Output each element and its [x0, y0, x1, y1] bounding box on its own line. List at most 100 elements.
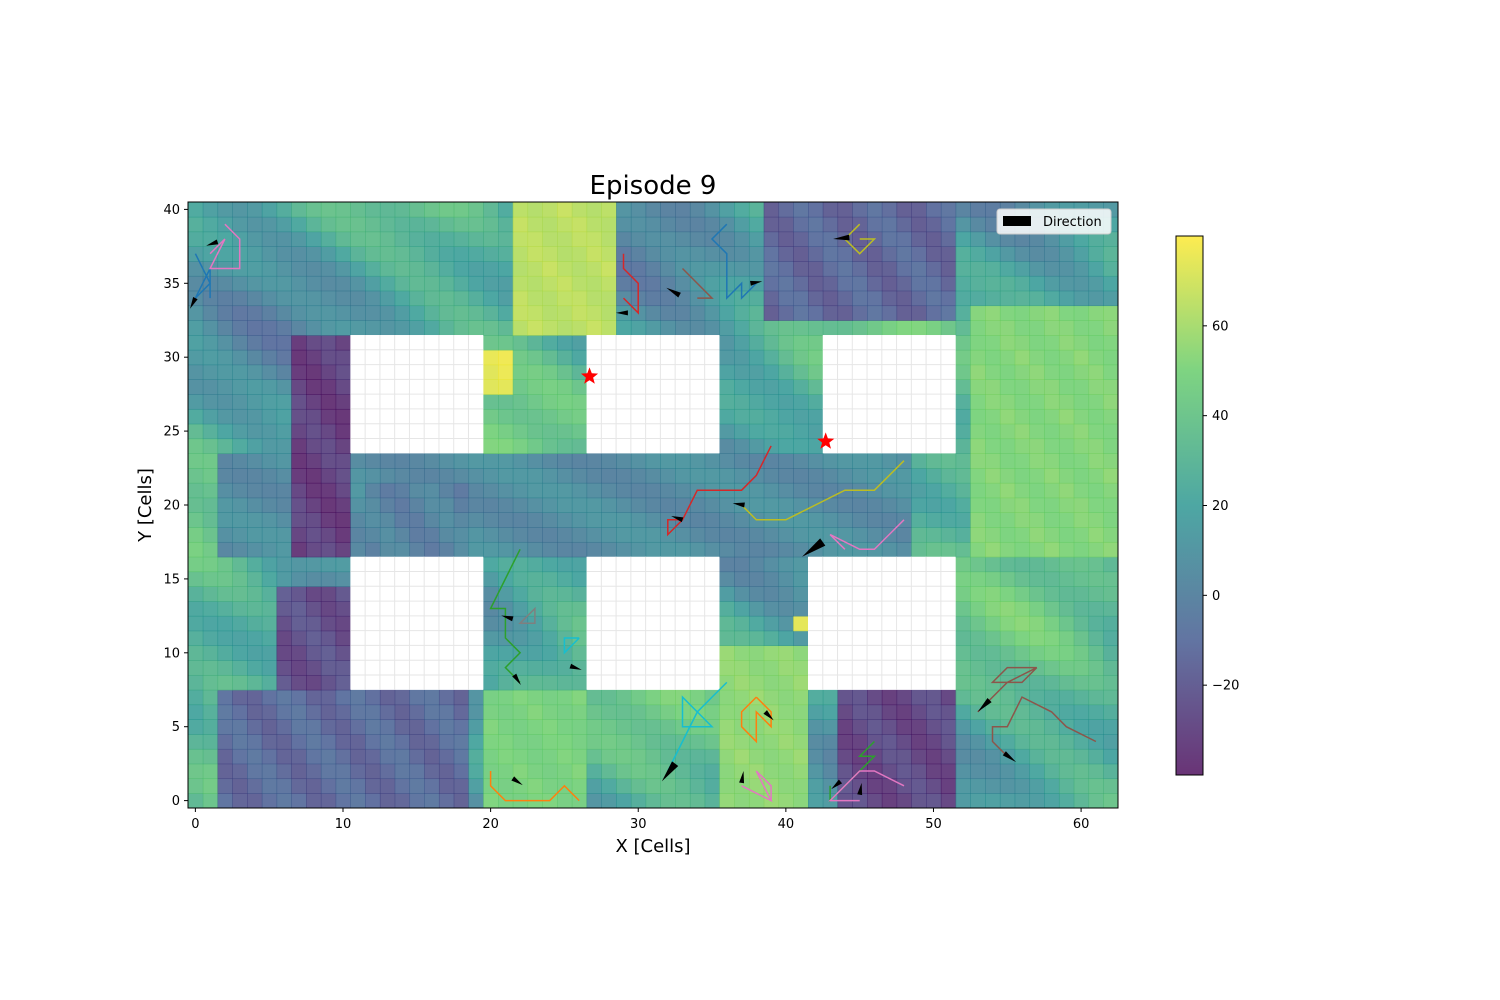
heat-cell — [911, 512, 927, 528]
heat-cell — [778, 527, 794, 543]
heat-cell — [837, 704, 853, 720]
heat-cell — [660, 275, 676, 292]
heat-cell — [350, 482, 366, 499]
heat-cell — [1058, 364, 1075, 380]
heat-cell — [498, 364, 514, 380]
heat-cell — [763, 482, 780, 499]
heat-cell — [867, 778, 883, 794]
heat-cell — [748, 527, 765, 543]
heat-cell — [320, 335, 337, 351]
heat-cell — [291, 793, 307, 808]
heat-cell — [468, 320, 484, 336]
heat-cell — [306, 556, 322, 573]
heat-cell — [438, 734, 455, 750]
heat-cell — [1044, 482, 1060, 499]
heat-cell — [424, 512, 440, 528]
heat-cell — [542, 704, 558, 720]
heat-cell — [881, 778, 898, 794]
heat-cell — [970, 586, 986, 602]
heat-cell — [320, 482, 337, 499]
heat-cell — [424, 231, 440, 247]
heat-cell — [970, 763, 986, 780]
heat-cell — [350, 527, 366, 543]
heat-cell — [335, 793, 351, 808]
heat-cell — [719, 379, 735, 395]
heat-cell — [616, 778, 632, 794]
heat-cell — [852, 320, 868, 336]
heat-cell — [1088, 556, 1104, 573]
heat-cell — [571, 394, 588, 410]
heat-cell — [985, 660, 1001, 676]
heat-cell — [247, 364, 263, 380]
heat-cell — [438, 453, 455, 469]
heat-cell — [926, 541, 942, 558]
heat-cell — [763, 246, 780, 262]
heat-cell — [306, 527, 322, 543]
heat-cell — [911, 541, 927, 558]
heat-cell — [379, 748, 396, 765]
heat-cell — [335, 601, 351, 617]
heat-cell — [247, 290, 263, 307]
heat-cell — [188, 349, 204, 366]
heat-cell — [217, 482, 233, 499]
heat-cell — [601, 453, 617, 469]
heat-cell — [188, 438, 204, 454]
heat-cell — [276, 630, 292, 647]
direction-arrow — [833, 234, 850, 241]
heat-cell — [586, 748, 602, 765]
heat-cell — [881, 497, 898, 513]
heat-cell — [365, 231, 381, 247]
heat-cell — [261, 615, 278, 632]
heat-cell — [630, 512, 647, 528]
heat-cell — [202, 497, 219, 513]
heat-cell — [778, 645, 794, 661]
heat-cell — [630, 320, 647, 336]
heat-cell — [438, 763, 455, 780]
heat-cell — [985, 423, 1001, 440]
heat-cell — [438, 275, 455, 292]
heat-cell — [645, 305, 661, 321]
heat-cell — [586, 275, 602, 292]
heat-cell — [630, 793, 647, 808]
heat-cell — [734, 335, 750, 351]
heat-cell — [748, 246, 765, 262]
heat-cell — [940, 763, 957, 780]
heat-cell — [1014, 246, 1031, 262]
heat-cell — [306, 349, 322, 366]
heat-cell — [616, 704, 632, 720]
heat-cell — [365, 527, 381, 543]
heat-cell — [202, 689, 219, 706]
heat-cell — [1058, 541, 1075, 558]
heat-cell — [881, 541, 898, 558]
heat-cell — [734, 453, 750, 469]
heat-cell — [261, 275, 278, 292]
heat-cell — [453, 497, 470, 513]
heat-cell — [881, 453, 898, 469]
goal-star — [817, 432, 835, 449]
heat-cell — [483, 793, 499, 808]
heat-cell — [970, 408, 986, 425]
heat-cell — [616, 275, 632, 292]
heat-cell — [1044, 512, 1060, 528]
heat-cell — [1029, 571, 1045, 587]
heat-cell — [1029, 453, 1045, 469]
heat-cell — [276, 778, 292, 794]
heat-cell — [660, 541, 676, 558]
heat-cell — [601, 512, 617, 528]
heat-cell — [438, 290, 455, 307]
heat-cell — [1058, 512, 1075, 528]
heat-cell — [188, 719, 204, 735]
heat-cell — [852, 778, 868, 794]
heat-cell — [955, 497, 971, 513]
heat-cell — [306, 734, 322, 750]
heat-cell — [645, 216, 661, 233]
heat-cell — [527, 261, 543, 277]
heat-cell — [734, 246, 750, 262]
heat-cell — [763, 394, 780, 410]
heat-cell — [232, 527, 248, 543]
heat-cell — [852, 202, 868, 218]
heat-cell — [1103, 556, 1118, 573]
heat-cell — [645, 497, 661, 513]
heat-cell — [394, 778, 411, 794]
heat-cell — [763, 734, 780, 750]
